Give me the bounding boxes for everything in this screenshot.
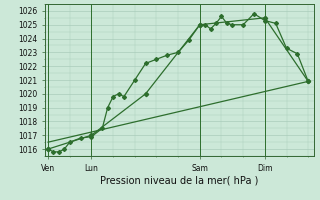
X-axis label: Pression niveau de la mer( hPa ): Pression niveau de la mer( hPa ) [100,175,258,185]
